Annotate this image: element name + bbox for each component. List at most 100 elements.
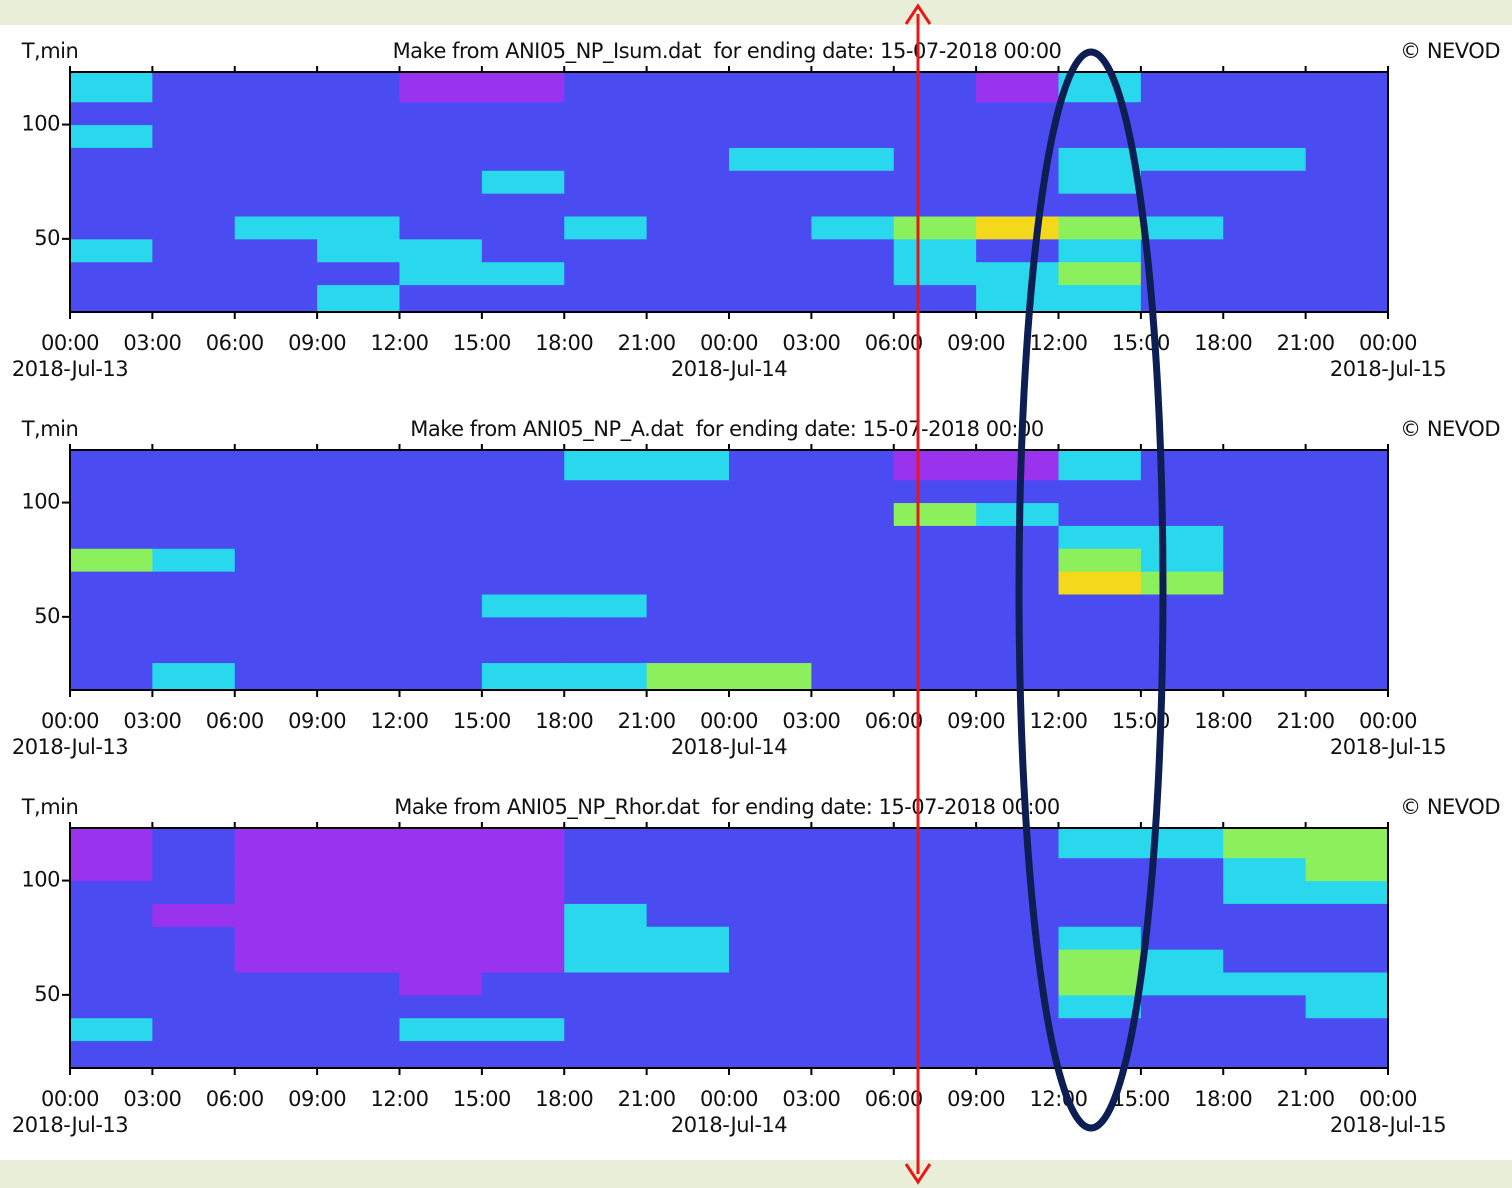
heatmap-cell [1305,639,1389,664]
heatmap-cell [729,949,812,973]
heatmap-cell [317,639,400,664]
heatmap-cell [399,594,483,618]
x-tick-label: 00:00 [700,709,758,733]
heatmap-cell [729,502,812,526]
heatmap-cell [1058,662,1142,691]
heatmap-cell [1140,170,1224,194]
heatmap-cell [646,193,730,217]
heatmap-cell [70,972,153,996]
heatmap-cell [481,828,565,859]
heatmap-cell [152,450,236,481]
heatmap-cell [1058,124,1142,148]
heatmap-cell [646,880,730,904]
heatmap-cell [646,261,730,286]
heatmap-cell [234,828,318,859]
heatmap-cell [399,828,483,859]
heatmap-cell [729,857,812,882]
heatmap-cell [70,216,153,240]
heatmap-cell [70,548,153,572]
x-tick-label: 00:00 [41,709,99,733]
heatmap-cell [234,594,318,618]
heatmap-cell [399,238,483,263]
heatmap-cell [70,525,153,549]
heatmap-cell [152,972,236,996]
x-tick-label: 09:00 [288,331,346,355]
x-tick-label: 06:00 [865,1087,923,1111]
heatmap-cell [729,828,812,859]
heatmap-cell [1140,949,1224,973]
heatmap-cell [646,1017,730,1042]
heatmap-cell [317,571,400,595]
heatmap-cell [1140,124,1224,148]
heatmap-cell [646,639,730,664]
heatmap-cell [317,972,400,996]
heatmap-cell [399,616,483,641]
heatmap-cell [893,502,977,526]
x-tick-label: 00:00 [700,1087,758,1111]
heatmap-cell [811,1017,895,1042]
heatmap-cell [481,72,565,103]
heatmap-cell [729,903,812,927]
heatmap-cell [399,972,483,996]
heatmap-cell [564,1017,648,1042]
heatmap-cell [1058,261,1142,286]
heatmap-cell [317,949,400,973]
heatmap-cell [234,662,318,691]
heatmap-cell [399,926,483,950]
heatmap-cell [1140,548,1224,572]
heatmap-cell [317,880,400,904]
heatmap-cell [1305,193,1389,217]
x-tick-label: 06:00 [206,709,264,733]
heatmap-cell [729,216,812,240]
heatmap-cell [1223,193,1307,217]
heatmap-cell [234,72,318,103]
heatmap-cell [729,1017,812,1042]
heatmap-cell [234,479,318,504]
heatmap-cell [1140,1017,1224,1042]
heatmap-cell [893,571,977,595]
heatmap-cell [1058,972,1142,996]
heatmap-cell [646,124,730,148]
heatmap-cell [811,880,895,904]
heatmap-cell [481,662,565,691]
heatmap-cell [893,147,977,171]
x-tick-label: 12:00 [1029,331,1087,355]
credit: © NEVOD [1400,417,1500,441]
axis-label: T,min [21,417,79,441]
date-label: 2018-Jul-13 [12,1113,128,1137]
heatmap-cell [893,994,977,1019]
heatmap-cell [1223,857,1307,882]
heatmap-cell [152,502,236,526]
heatmap-cell [1058,857,1142,882]
heatmap-cell [1305,616,1389,641]
heatmap-cell [1058,994,1142,1019]
heatmap-cell [646,238,730,263]
heatmap-cell [976,101,1059,126]
heatmap-cell [811,147,895,171]
heatmap-cell [729,261,812,286]
heatmap-cell [399,903,483,927]
heatmap-cell [152,949,236,973]
heatmap-cell [893,216,977,240]
heatmap-cell [317,662,400,691]
x-tick-label: 21:00 [618,709,676,733]
heatmap-cell [1058,170,1142,194]
heatmap-cell [564,124,648,148]
arrow-head [904,3,932,25]
heatmap-cell [811,450,895,481]
heatmap-cell [317,857,400,882]
heatmap-cell [811,479,895,504]
heatmap-cell [811,525,895,549]
heatmap-cell [811,857,895,882]
heatmap-cell [152,147,236,171]
heatmap-cell [1305,502,1389,526]
heatmap-cell [729,1040,812,1069]
heatmap-cell [1140,147,1224,171]
heatmap-cell [1140,594,1224,618]
heatmap-cell [564,284,648,313]
heatmap-cell [481,1040,565,1069]
heatmap-cell [564,828,648,859]
x-tick-label: 00:00 [1359,1087,1417,1111]
heatmap-cell [317,479,400,504]
